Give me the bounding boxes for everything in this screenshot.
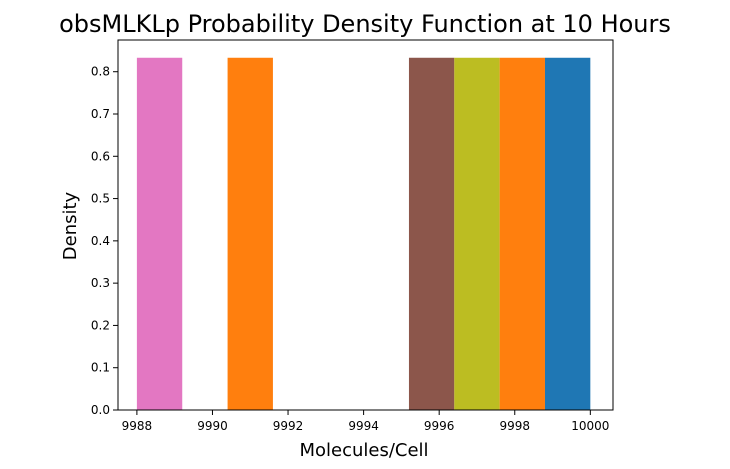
y-tick-label-8: 0.8 bbox=[91, 65, 110, 79]
y-tick-label-4: 0.4 bbox=[91, 234, 110, 248]
y-tick-label-5: 0.5 bbox=[91, 192, 110, 206]
x-tick-label-4: 9996 bbox=[424, 419, 455, 433]
bar-5 bbox=[544, 57, 591, 410]
bar-4 bbox=[499, 57, 545, 410]
bar-2 bbox=[408, 57, 455, 410]
y-tick-label-2: 0.2 bbox=[91, 318, 110, 332]
x-axis-label: Molecules/Cell bbox=[299, 440, 428, 461]
y-axis-ticks: 0.0 0.1 0.2 0.3 0.4 0.5 0.6 0.7 0.8 bbox=[91, 65, 118, 417]
plot-frame bbox=[117, 39, 614, 411]
x-axis-ticks: 9988 9990 9992 9994 9996 9998 10000 bbox=[122, 410, 609, 433]
y-tick-label-3: 0.3 bbox=[91, 276, 110, 290]
x-tick-label-3: 9994 bbox=[348, 419, 379, 433]
bar-3 bbox=[454, 57, 500, 410]
x-tick-label-5: 9998 bbox=[499, 419, 530, 433]
y-tick-label-0: 0.0 bbox=[91, 403, 110, 417]
y-tick-label-6: 0.6 bbox=[91, 149, 110, 163]
chart-title: obsMLKLp Probability Density Function at… bbox=[59, 10, 671, 38]
bar-1 bbox=[227, 57, 273, 410]
bars-group bbox=[136, 57, 591, 410]
bar-0 bbox=[136, 57, 183, 410]
x-tick-label-6: 10000 bbox=[571, 419, 609, 433]
x-tick-label-0: 9988 bbox=[122, 419, 153, 433]
y-tick-label-1: 0.1 bbox=[91, 361, 110, 375]
x-tick-label-1: 9990 bbox=[197, 419, 228, 433]
y-tick-label-7: 0.7 bbox=[91, 107, 110, 121]
x-tick-label-2: 9992 bbox=[273, 419, 304, 433]
y-axis-label: Density bbox=[60, 191, 81, 260]
